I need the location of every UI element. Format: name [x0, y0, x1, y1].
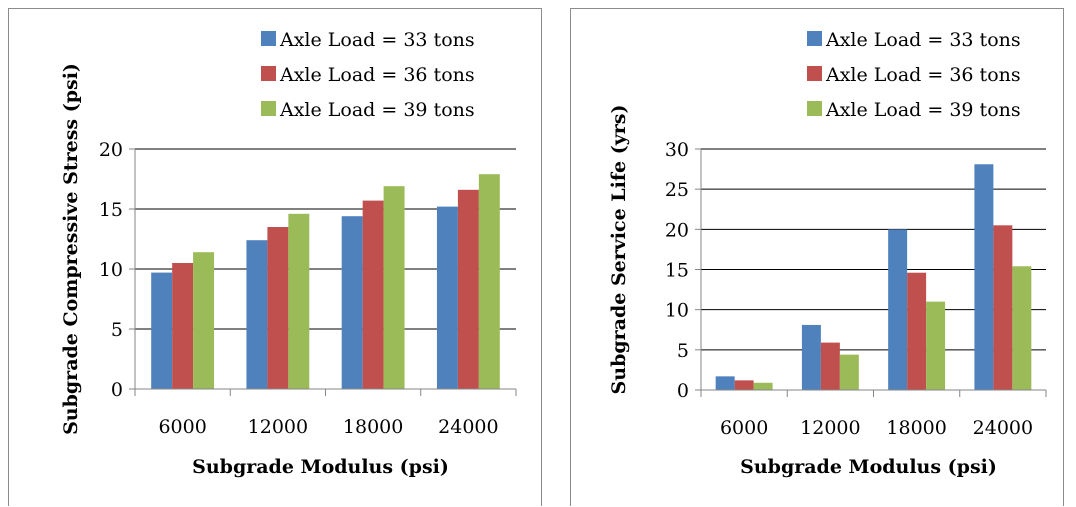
bar-1-18000 [341, 216, 363, 389]
y-tick-label: 0 [111, 379, 123, 401]
y-tick-label: 0 [677, 380, 689, 402]
legend-label-2: Axle Load = 36 tons [279, 64, 475, 86]
legend-label-1: Axle Load = 33 tons [279, 29, 475, 51]
x-tick-label: 24000 [438, 416, 498, 438]
legend-swatch-1 [807, 31, 822, 46]
bar-2-24000 [457, 189, 479, 389]
legend-label-1: Axle Load = 33 tons [825, 29, 1021, 51]
bar-1-18000 [888, 229, 908, 390]
y-tick-label: 5 [677, 340, 689, 362]
bar-3-18000 [926, 301, 946, 390]
legend-swatch-3 [261, 101, 276, 116]
bar-2-12000 [820, 342, 840, 390]
chart-panel-left: 0 5 10 15 20 6000 12000 18000 24000 Subgrade Modu… [8, 8, 542, 506]
bar-1-24000 [974, 164, 994, 390]
bar-3-6000 [193, 252, 215, 389]
service-life-chart: 0 5 10 15 20 25 30 6000 12000 18000 24000 Subgrade … [608, 29, 1047, 478]
legend-swatch-2 [261, 66, 276, 81]
y-tick-label: 10 [665, 300, 689, 322]
bar-3-18000 [383, 186, 405, 389]
y-axis-title: Subgrade Service Life (yrs) [608, 105, 630, 395]
x-tick-label: 24000 [973, 417, 1033, 439]
chart-panel-right: 0 5 10 15 20 25 30 6000 12000 18000 24000 Subgrade … [570, 8, 1064, 506]
legend-label-3: Axle Load = 39 tons [279, 99, 475, 121]
y-tick-label: 5 [111, 319, 123, 341]
bar-1-12000 [246, 240, 268, 389]
y-tick-label: 15 [99, 199, 123, 221]
y-tick-label: 30 [665, 139, 689, 161]
legend-label-2: Axle Load = 36 tons [825, 64, 1021, 86]
x-tick-label: 6000 [158, 416, 206, 438]
legend-label-3: Axle Load = 39 tons [825, 99, 1021, 121]
legend-swatch-2 [807, 66, 822, 81]
bar-3-6000 [753, 382, 773, 390]
x-axis-title: Subgrade Modulus (psi) [192, 456, 449, 478]
y-tick-label: 20 [665, 219, 689, 241]
legend-swatch-1 [261, 31, 276, 46]
bar-1-6000 [151, 272, 173, 389]
bar-1-24000 [436, 206, 458, 389]
x-axis-title: Subgrade Modulus (psi) [740, 456, 997, 478]
bar-2-6000 [172, 263, 194, 389]
x-tick-label: 12000 [800, 417, 860, 439]
bar-2-18000 [907, 272, 927, 390]
x-tick-label: 12000 [248, 416, 308, 438]
compressive-stress-chart: 0 5 10 15 20 6000 12000 18000 24000 Subgrade Modu… [60, 29, 517, 478]
bar-2-24000 [993, 225, 1013, 390]
y-tick-label: 15 [665, 260, 689, 282]
y-axis-title: Subgrade Compressive Stress (psi) [60, 63, 82, 435]
x-tick-label: 18000 [343, 416, 403, 438]
x-tick-label: 18000 [886, 417, 946, 439]
x-tick-label: 6000 [720, 417, 768, 439]
y-tick-label: 25 [665, 179, 689, 201]
bar-3-24000 [478, 174, 500, 389]
bar-2-6000 [734, 380, 754, 390]
bar-1-12000 [801, 324, 821, 390]
bar-3-12000 [839, 354, 859, 390]
y-tick-label: 20 [99, 139, 123, 161]
bar-3-12000 [288, 213, 310, 389]
bar-2-18000 [362, 200, 384, 389]
bar-1-6000 [715, 376, 735, 390]
y-tick-label: 10 [99, 259, 123, 281]
legend-swatch-3 [807, 101, 822, 116]
bar-3-24000 [1012, 266, 1032, 390]
bar-2-12000 [267, 227, 289, 389]
